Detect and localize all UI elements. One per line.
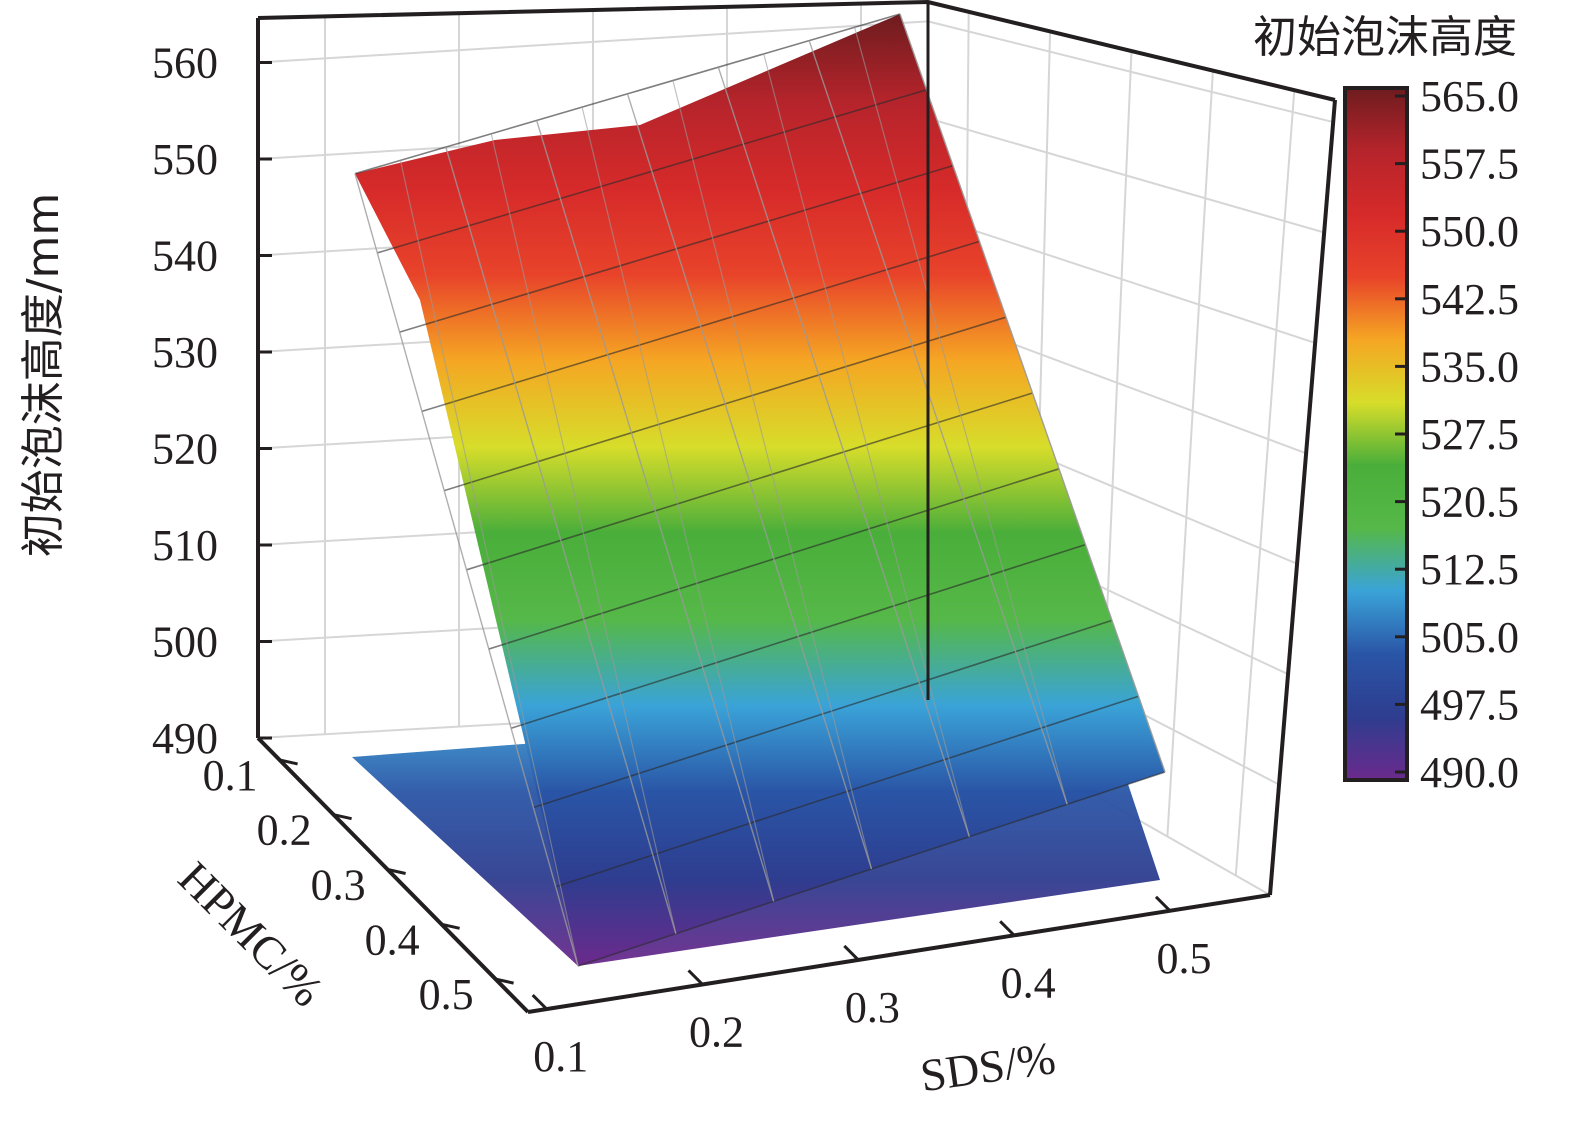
surface (354, 13, 1166, 967)
colorbar: 初始泡沫高度 565.0 557.5 550.0 542.5 535.0 527.5 520… (1253, 12, 1519, 797)
surface-mesh-diagonal (672, 80, 873, 870)
z-tick-label: 540 (152, 232, 218, 281)
hpmc-tick-mark (495, 977, 514, 985)
hpmc-tick-label: 0.1 (203, 751, 258, 800)
colorbar-tick-label: 565.0 (1420, 72, 1519, 121)
hpmc-axis-line (256, 736, 530, 1014)
surface-mesh-line (808, 40, 1068, 805)
sds-tick-label: 0.2 (689, 1007, 744, 1056)
wall-gridline-right (1234, 90, 1296, 876)
surface-mesh-diagonal (581, 106, 775, 902)
colorbar-tick-label: 512.5 (1420, 545, 1519, 594)
wall-gridline-right (1166, 70, 1214, 837)
colorbar-tick-label: 535.0 (1420, 342, 1519, 391)
sds-tick-mark (843, 944, 860, 961)
surface-mesh-diagonal (490, 133, 677, 934)
colorbar-tick-label: 497.5 (1420, 680, 1519, 729)
sds-tick-mark (1154, 895, 1172, 912)
colorbar-tick-label: 505.0 (1420, 613, 1519, 662)
sds-tick-label: 0.4 (1001, 958, 1056, 1007)
colorbar-tick-label: 520.5 (1420, 478, 1519, 527)
hpmc-tick-mark (333, 813, 352, 821)
z-tick-label: 520 (152, 425, 218, 474)
hpmc-tick-mark (279, 758, 298, 766)
z-tick-label: 530 (152, 328, 218, 377)
surface-mesh-diagonal (854, 27, 1068, 805)
hpmc-tick-mark (387, 868, 406, 875)
hpmc-tick-label: 0.3 (311, 861, 366, 910)
colorbar-tick-label: 557.5 (1420, 140, 1519, 189)
sds-tick-mark (531, 993, 548, 1011)
surface-fill (355, 14, 1165, 966)
hpmc-tick-label: 0.4 (365, 915, 420, 964)
z-axis-title: 初始泡沫高度/mm (18, 193, 69, 558)
surface-mesh-diagonal (399, 160, 579, 967)
z-tick-label: 560 (152, 39, 218, 88)
hpmc-tick-mark (441, 922, 460, 930)
surface-mesh-line (354, 173, 579, 967)
sds-tick-mark (687, 969, 704, 986)
axes-frame (256, 0, 1337, 1014)
surface-mesh-line (626, 93, 873, 870)
hpmc-tick-label: 0.5 (419, 970, 474, 1019)
hpmc-tick-label: 0.2 (257, 806, 312, 855)
z-tick-label: 490 (152, 714, 218, 763)
sds-axis-line (527, 893, 1271, 1014)
surface-mesh-line (445, 146, 677, 934)
colorbar-tick-label: 550.0 (1420, 207, 1519, 256)
surface-mesh-line (535, 120, 775, 902)
sds-tick-mark (999, 920, 1016, 937)
sds-tick-label: 0.1 (533, 1032, 588, 1081)
sds-tick-label: 0.3 (845, 983, 900, 1032)
surface-mesh-diagonal (899, 13, 1166, 773)
surface-mesh-line (717, 66, 970, 837)
z-tick-label: 500 (152, 618, 218, 667)
axis-ticks: 490 500 510 520 530 540 550 560 0.1 0.2 0.3 0.4 0.5 0… (152, 39, 1211, 1082)
z-tick-label: 550 (152, 135, 218, 184)
colorbar-title: 初始泡沫高度 (1253, 12, 1517, 63)
colorbar-tick-label: 490.0 (1420, 748, 1519, 797)
box-edge-right (1268, 99, 1337, 896)
z-tick-label: 510 (152, 521, 218, 570)
colorbar-tick-label: 527.5 (1420, 410, 1519, 459)
sds-tick-label: 0.5 (1156, 934, 1211, 983)
surface-mesh-diagonal (763, 53, 970, 837)
colorbar-tick-label: 542.5 (1420, 275, 1519, 324)
y-axis-title: HPMC/% (169, 852, 333, 1016)
x-axis-title: SDS/% (917, 1032, 1058, 1101)
